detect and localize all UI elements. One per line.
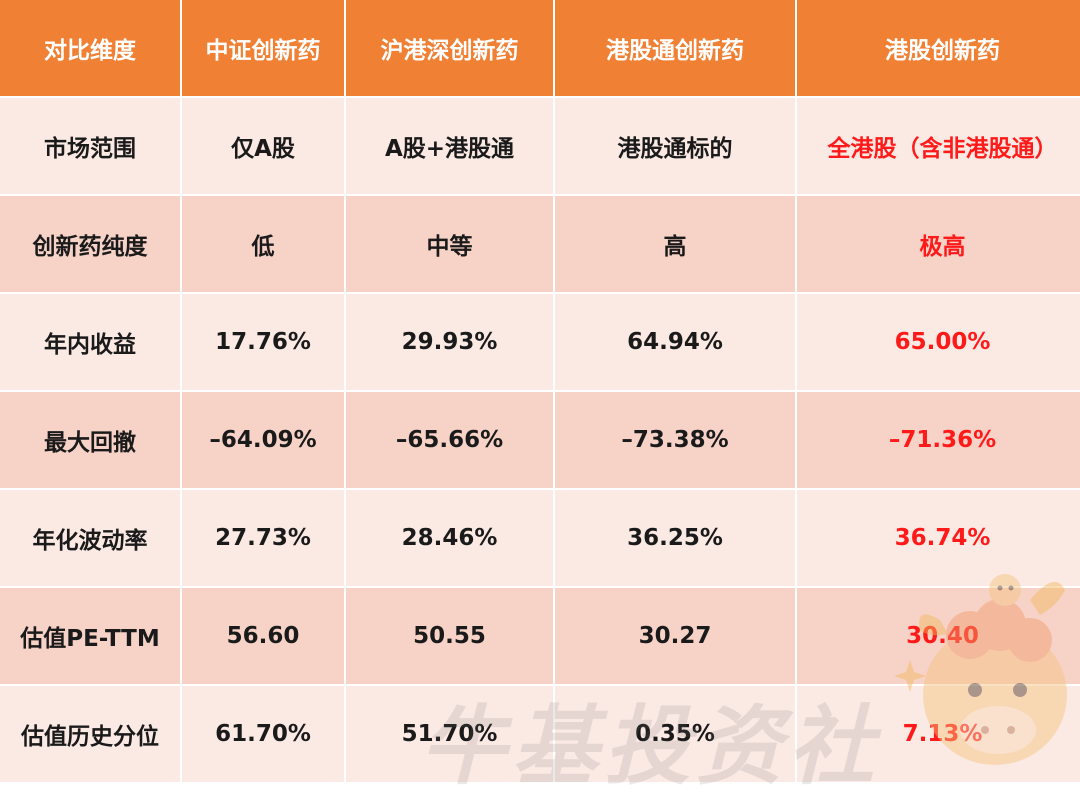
table-cell: 仅A股 xyxy=(182,98,344,194)
table-cell: 64.94% xyxy=(555,294,795,390)
row-label-ytd-return: 年内收益 xyxy=(0,294,180,390)
table-cell-highlight: –71.36% xyxy=(797,392,1080,488)
table-cell: 51.70% xyxy=(346,686,553,782)
table-cell-highlight: 7.13% xyxy=(797,686,1080,782)
table-cell: 30.27 xyxy=(555,588,795,684)
table-cell: –73.38% xyxy=(555,392,795,488)
table-cell: 中等 xyxy=(346,196,553,292)
header-cell-hk-innovative-drug: 港股创新药 xyxy=(797,0,1080,96)
comparison-table: 对比维度 中证创新药 沪港深创新药 港股通创新药 港股创新药 市场范围 仅A股 … xyxy=(0,0,1080,782)
table-cell-highlight: 全港股（含非港股通） xyxy=(797,98,1080,194)
header-cell-csi-innovative-drug: 中证创新药 xyxy=(182,0,344,96)
row-label-valuation-percentile: 估值历史分位 xyxy=(0,686,180,782)
table-cell: 50.55 xyxy=(346,588,553,684)
row-label-annual-volatility: 年化波动率 xyxy=(0,490,180,586)
table-cell: –64.09% xyxy=(182,392,344,488)
table-cell: 0.35% xyxy=(555,686,795,782)
table-cell: 56.60 xyxy=(182,588,344,684)
table-cell: 28.46% xyxy=(346,490,553,586)
row-label-purity: 创新药纯度 xyxy=(0,196,180,292)
table-cell: 港股通标的 xyxy=(555,98,795,194)
table-cell: 61.70% xyxy=(182,686,344,782)
table-cell-highlight: 30.40 xyxy=(797,588,1080,684)
table-cell: 29.93% xyxy=(346,294,553,390)
table-cell: 低 xyxy=(182,196,344,292)
table-cell: 17.76% xyxy=(182,294,344,390)
table-cell: 36.25% xyxy=(555,490,795,586)
table-cell: –65.66% xyxy=(346,392,553,488)
table-cell-highlight: 36.74% xyxy=(797,490,1080,586)
table-cell-highlight: 65.00% xyxy=(797,294,1080,390)
table-cell: 高 xyxy=(555,196,795,292)
table-cell: A股+港股通 xyxy=(346,98,553,194)
table-cell-highlight: 极高 xyxy=(797,196,1080,292)
table-cell: 27.73% xyxy=(182,490,344,586)
row-label-pe-ttm: 估值PE-TTM xyxy=(0,588,180,684)
header-cell-shhksz-innovative-drug: 沪港深创新药 xyxy=(346,0,553,96)
row-label-market-scope: 市场范围 xyxy=(0,98,180,194)
header-cell-dimension: 对比维度 xyxy=(0,0,180,96)
header-cell-hk-connect-innovative-drug: 港股通创新药 xyxy=(555,0,795,96)
row-label-max-drawdown: 最大回撤 xyxy=(0,392,180,488)
